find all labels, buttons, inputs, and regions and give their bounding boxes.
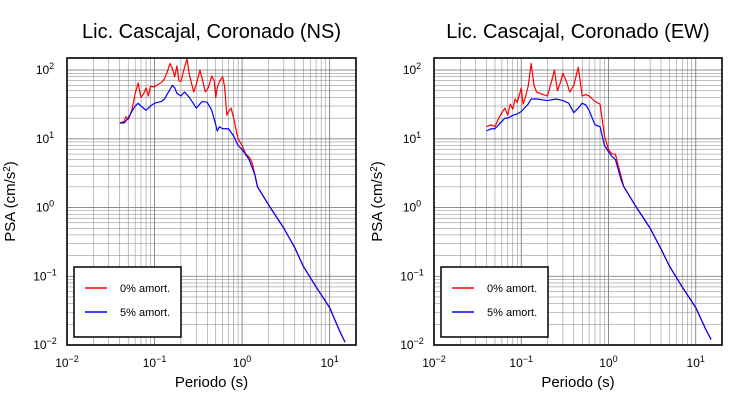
legend: 0% amort. 5% amort. — [73, 266, 182, 338]
y-axis-label: PSA (cm/s2) — [369, 161, 386, 242]
y-tick-label: 102 — [403, 61, 421, 77]
y-tick-label: 10−1 — [33, 267, 57, 283]
x-axis-label: Periodo (s) — [175, 374, 248, 391]
series-line-2 — [119, 84, 346, 343]
x-tick-label: 10−1 — [509, 354, 533, 370]
legend-label-1: 0% amort. — [120, 283, 170, 295]
y-tick-label: 100 — [36, 199, 54, 215]
y-tick-label: 101 — [403, 130, 421, 146]
y-tick-label: 101 — [36, 130, 54, 146]
y-axis-label: PSA (cm/s2) — [2, 161, 19, 242]
legend-label-1: 0% amort. — [487, 283, 537, 295]
legend-box — [73, 266, 182, 338]
chart-title: Lic. Cascajal, Coronado (EW) — [446, 21, 709, 43]
series-line-2 — [486, 98, 712, 340]
x-tick-label: 100 — [599, 354, 617, 370]
x-axis-label: Periodo (s) — [541, 374, 614, 391]
chart-panel-2: Lic. Cascajal, Coronado (EW) 10−2 10−1 100 1… — [369, 21, 723, 391]
x-tick-label: 10−2 — [422, 354, 446, 370]
legend-label-2: 5% amort. — [120, 307, 170, 319]
legend-box — [440, 266, 549, 338]
y-tick-label: 10−2 — [400, 336, 424, 352]
x-tick-label: 101 — [687, 354, 705, 370]
chart-title: Lic. Cascajal, Coronado (NS) — [82, 21, 341, 43]
y-tick-label: 10−2 — [33, 336, 57, 352]
x-tick-label: 100 — [233, 354, 251, 370]
chart-panel-1: Lic. Cascajal, Coronado (NS) 10−2 10−1 100 1… — [2, 21, 357, 391]
grid — [433, 58, 723, 346]
y-tick-label: 10−1 — [400, 267, 424, 283]
series-line-1 — [119, 58, 346, 343]
plot-frame — [433, 57, 723, 346]
legend-label-2: 5% amort. — [487, 307, 537, 319]
legend: 0% amort. 5% amort. — [440, 266, 549, 338]
y-tick-label: 100 — [403, 199, 421, 215]
y-tick-label: 102 — [36, 61, 54, 77]
x-tick-label: 101 — [320, 354, 338, 370]
plot-frame — [66, 57, 357, 346]
x-tick-label: 10−2 — [55, 354, 79, 370]
x-tick-label: 10−1 — [143, 354, 167, 370]
